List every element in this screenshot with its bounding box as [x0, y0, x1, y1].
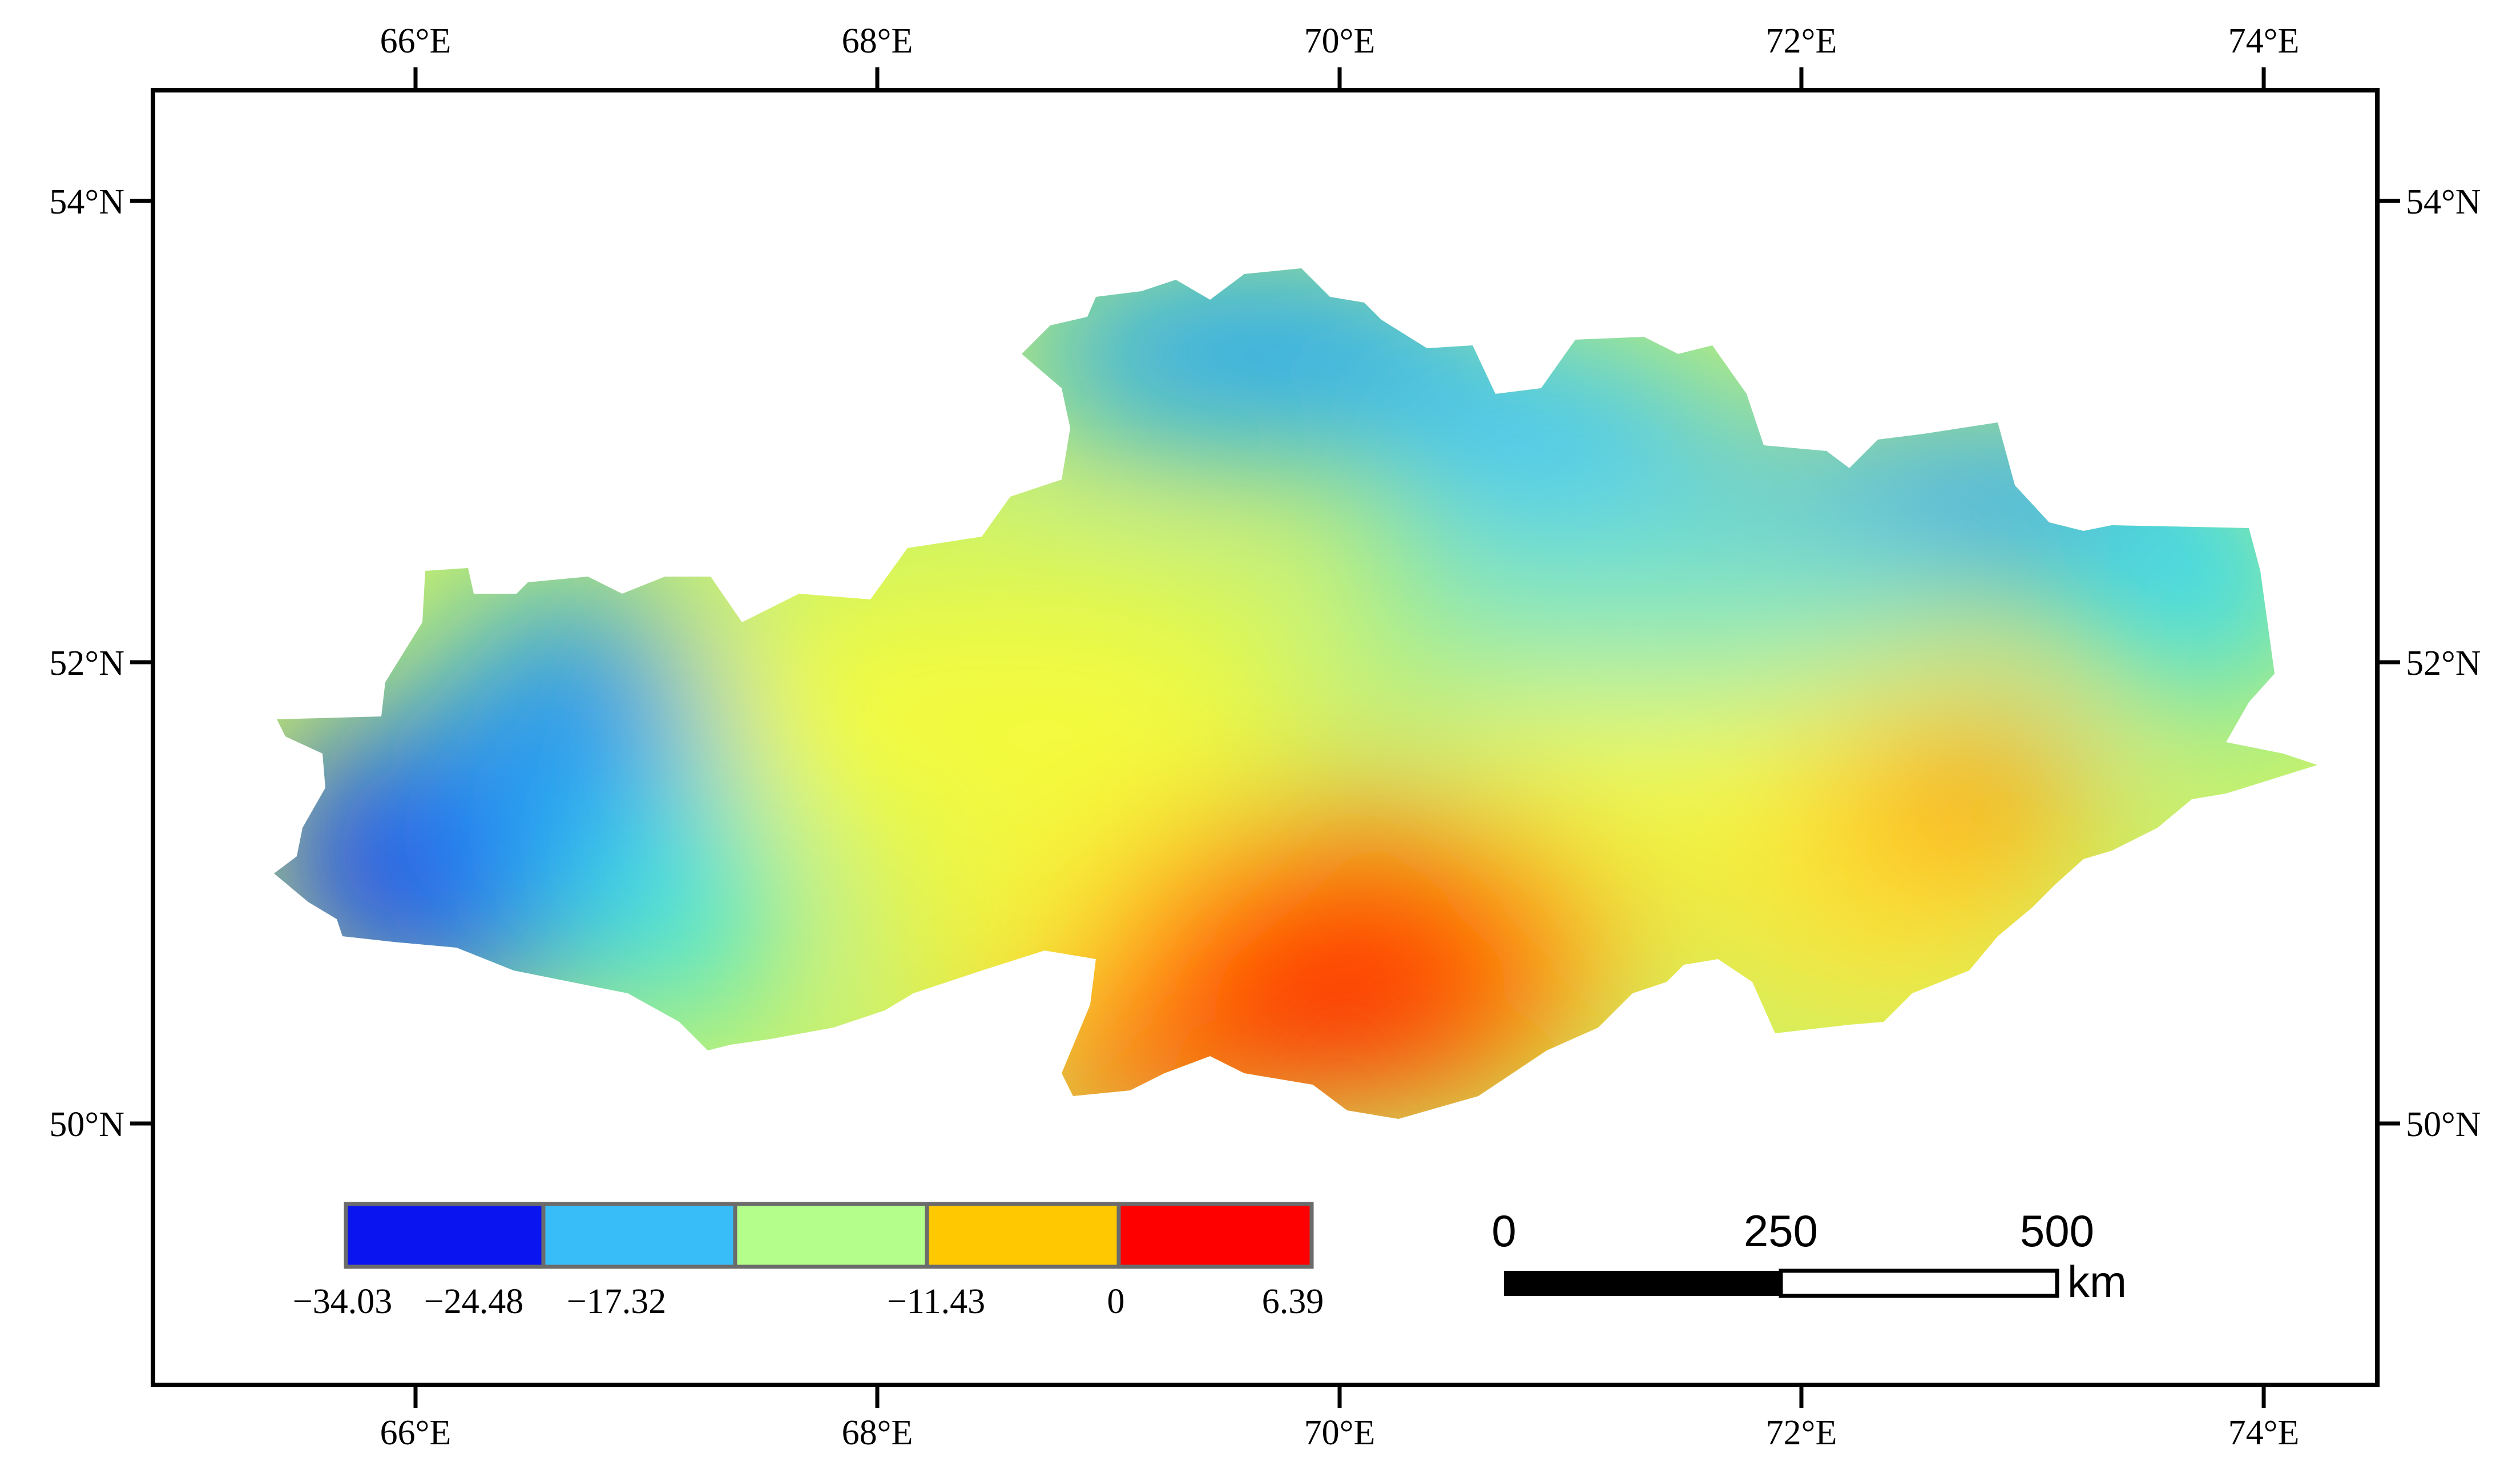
color-legend: −34.03 −24.48 −17.32 −11.43 0 6.39 — [293, 1202, 1324, 1321]
lat-label-right-54: 54°N — [2406, 183, 2481, 221]
lon-label-bottom-74: 74°E — [2228, 1413, 2300, 1452]
legend-label-3: −17.32 — [567, 1282, 666, 1321]
legend-swatch-4 — [925, 1202, 1121, 1269]
lon-label-bottom-66: 66°E — [380, 1413, 451, 1452]
scale-bar-black-segment — [1504, 1271, 1781, 1296]
scale-label-500: 500 — [2020, 1206, 2094, 1256]
scale-label-250: 250 — [1744, 1206, 1818, 1256]
legend-swatch-3 — [733, 1202, 929, 1269]
legend-label-2: −24.48 — [424, 1282, 523, 1321]
legend-label-1: −34.03 — [293, 1282, 392, 1321]
scale-unit: km — [2067, 1256, 2127, 1307]
lon-label-bottom-68: 68°E — [842, 1413, 913, 1452]
legend-swatch-1 — [344, 1202, 546, 1269]
lon-label-bottom-72: 72°E — [1766, 1413, 1837, 1452]
lon-label-bottom-70: 70°E — [1304, 1413, 1376, 1452]
lat-label-left-50: 50°N — [49, 1105, 124, 1144]
scale-label-0: 0 — [1491, 1206, 1516, 1256]
lat-label-right-50: 50°N — [2406, 1105, 2481, 1144]
lon-label-top-66: 66°E — [380, 22, 451, 61]
lon-ticks-top — [413, 67, 2266, 90]
lat-label-left-52: 52°N — [49, 644, 124, 683]
legend-label-6: 6.39 — [1262, 1282, 1324, 1321]
scale-bar: 0 250 500 km — [1491, 1206, 2127, 1307]
legend-label-4: −11.43 — [887, 1282, 985, 1321]
lon-label-top-72: 72°E — [1766, 22, 1837, 61]
scale-bar-white-segment — [1779, 1268, 2059, 1298]
lat-ticks-right — [2377, 199, 2400, 1126]
lat-label-left-54: 54°N — [49, 183, 124, 221]
lon-label-top-70: 70°E — [1304, 22, 1376, 61]
lon-label-top-74: 74°E — [2228, 22, 2300, 61]
lon-ticks-bottom — [413, 1385, 2266, 1408]
legend-label-5: 0 — [1107, 1282, 1125, 1321]
lon-label-top-68: 68°E — [842, 22, 913, 61]
legend-swatch-2 — [541, 1202, 737, 1269]
lat-ticks-left — [130, 199, 153, 1126]
lat-label-right-52: 52°N — [2406, 644, 2481, 683]
legend-swatch-5 — [1116, 1202, 1314, 1269]
